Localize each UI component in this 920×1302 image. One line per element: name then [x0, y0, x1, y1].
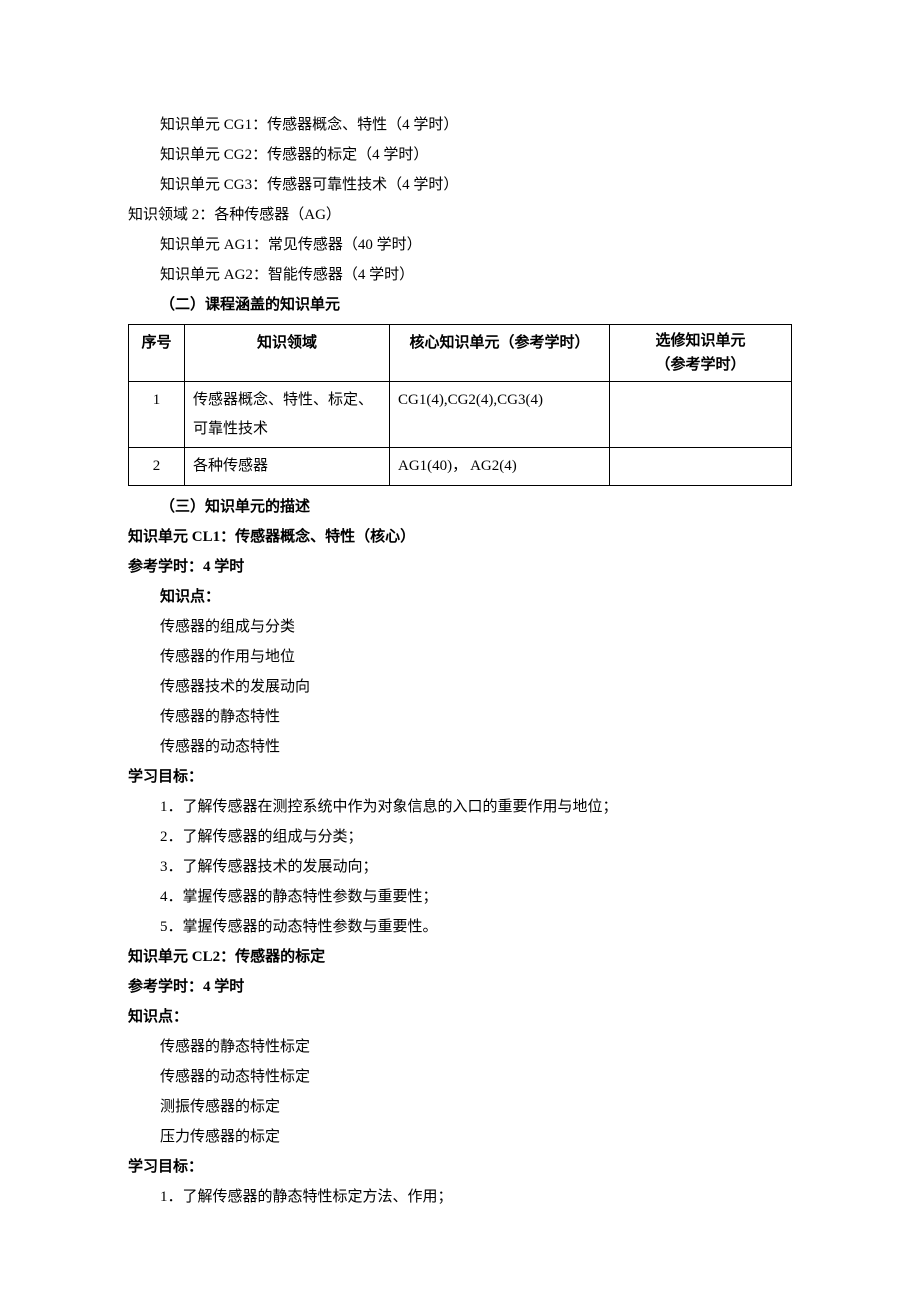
unit-cl1-goal: 2．了解传感器的组成与分类；: [128, 822, 792, 852]
section-2-heading: （二）课程涵盖的知识单元: [128, 290, 792, 320]
unit-cl1-goal: 5．掌握传感器的动态特性参数与重要性。: [128, 912, 792, 942]
unit-cl1-point: 传感器技术的发展动向: [128, 672, 792, 702]
td-core: CG1(4),CG2(4),CG3(4): [390, 382, 610, 448]
unit-cl2-points-label: 知识点：: [128, 1002, 792, 1032]
knowledge-domain-2: 知识领域 2：各种传感器（AG）: [128, 200, 792, 230]
knowledge-unit-cg3: 知识单元 CG3：传感器可靠性技术（4 学时）: [128, 170, 792, 200]
unit-cl1-goal: 4．掌握传感器的静态特性参数与重要性；: [128, 882, 792, 912]
th-seq: 序号: [129, 325, 185, 382]
unit-cl2-point: 压力传感器的标定: [128, 1122, 792, 1152]
unit-cl2-point: 传感器的动态特性标定: [128, 1062, 792, 1092]
unit-cl2-point: 测振传感器的标定: [128, 1092, 792, 1122]
th-domain: 知识领域: [185, 325, 390, 382]
th-elective-line2: （参考学时）: [655, 357, 745, 373]
unit-cl1-point: 传感器的动态特性: [128, 732, 792, 762]
unit-cl2-hours: 参考学时：4 学时: [128, 972, 792, 1002]
knowledge-unit-ag1: 知识单元 AG1：常见传感器（40 学时）: [128, 230, 792, 260]
knowledge-unit-cg2: 知识单元 CG2：传感器的标定（4 学时）: [128, 140, 792, 170]
unit-cl2-goals-label: 学习目标：: [128, 1152, 792, 1182]
unit-cl1-goals-label: 学习目标：: [128, 762, 792, 792]
td-seq: 2: [129, 448, 185, 486]
unit-cl1-point: 传感器的作用与地位: [128, 642, 792, 672]
td-elective: [610, 382, 792, 448]
th-elective: 选修知识单元 （参考学时）: [610, 325, 792, 382]
unit-cl1-goal: 1．了解传感器在测控系统中作为对象信息的入口的重要作用与地位；: [128, 792, 792, 822]
unit-cl1-hours: 参考学时：4 学时: [128, 552, 792, 582]
unit-cl2-goal: 1．了解传感器的静态特性标定方法、作用；: [128, 1182, 792, 1212]
td-seq: 1: [129, 382, 185, 448]
th-core: 核心知识单元（参考学时）: [390, 325, 610, 382]
knowledge-unit-cg1: 知识单元 CG1：传感器概念、特性（4 学时）: [128, 110, 792, 140]
unit-cl1-goal: 3．了解传感器技术的发展动向；: [128, 852, 792, 882]
td-domain: 传感器概念、特性、标定、可靠性技术: [185, 382, 390, 448]
section-3-heading: （三）知识单元的描述: [128, 492, 792, 522]
unit-cl1-point: 传感器的组成与分类: [128, 612, 792, 642]
unit-cl1-title: 知识单元 CL1：传感器概念、特性（核心）: [128, 522, 792, 552]
unit-cl1-points-label: 知识点：: [128, 582, 792, 612]
table-header-row: 序号 知识领域 核心知识单元（参考学时） 选修知识单元 （参考学时）: [129, 325, 792, 382]
unit-cl1-point: 传感器的静态特性: [128, 702, 792, 732]
knowledge-unit-ag2: 知识单元 AG2：智能传感器（4 学时）: [128, 260, 792, 290]
table-row: 1 传感器概念、特性、标定、可靠性技术 CG1(4),CG2(4),CG3(4): [129, 382, 792, 448]
unit-cl2-point: 传感器的静态特性标定: [128, 1032, 792, 1062]
td-domain: 各种传感器: [185, 448, 390, 486]
unit-cl2-title: 知识单元 CL2：传感器的标定: [128, 942, 792, 972]
table-row: 2 各种传感器 AG1(40)， AG2(4): [129, 448, 792, 486]
td-elective: [610, 448, 792, 486]
knowledge-units-table: 序号 知识领域 核心知识单元（参考学时） 选修知识单元 （参考学时） 1 传感器…: [128, 324, 792, 486]
th-elective-line1: 选修知识单元: [655, 333, 745, 349]
td-core: AG1(40)， AG2(4): [390, 448, 610, 486]
